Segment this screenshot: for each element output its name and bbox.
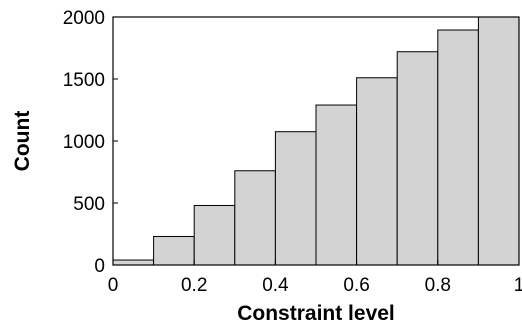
x-tick-label-4: 0.8 (425, 275, 451, 296)
y-tick-label-1: 500 (73, 194, 105, 215)
y-tick-label-4: 2000 (63, 8, 105, 29)
histogram-bar-3 (234, 170, 276, 266)
y-tick-label-2: 1000 (63, 132, 105, 153)
x-tick-label-0: 0 (108, 275, 119, 296)
histogram-bar-8 (437, 29, 479, 266)
y-axis-ticks: 0 500 1000 1500 2000 (63, 8, 118, 277)
x-tick-label-5: 1 (514, 275, 522, 296)
x-tick-label-1: 0.2 (181, 275, 207, 296)
histogram-bar-0 (112, 259, 155, 266)
histogram-bar-4 (274, 131, 317, 266)
x-axis-label: Constraint level (237, 302, 395, 325)
histogram-bar-7 (396, 51, 439, 266)
x-tick-label-2: 0.4 (262, 275, 289, 296)
histogram-bar-1 (153, 235, 195, 266)
histogram-bar-2 (193, 204, 236, 266)
histogram-bar-6 (356, 77, 398, 266)
x-tick-label-3: 0.6 (343, 275, 369, 296)
y-tick-label-0: 0 (94, 256, 105, 277)
histogram-bar-5 (315, 104, 358, 266)
x-axis-ticks: 0 0.2 0.4 0.6 0.8 1 (108, 260, 522, 296)
y-tick-label-3: 1500 (63, 70, 105, 91)
y-axis-label: Count (11, 111, 34, 172)
bars (112, 16, 520, 266)
histogram-bar-9 (477, 16, 520, 266)
